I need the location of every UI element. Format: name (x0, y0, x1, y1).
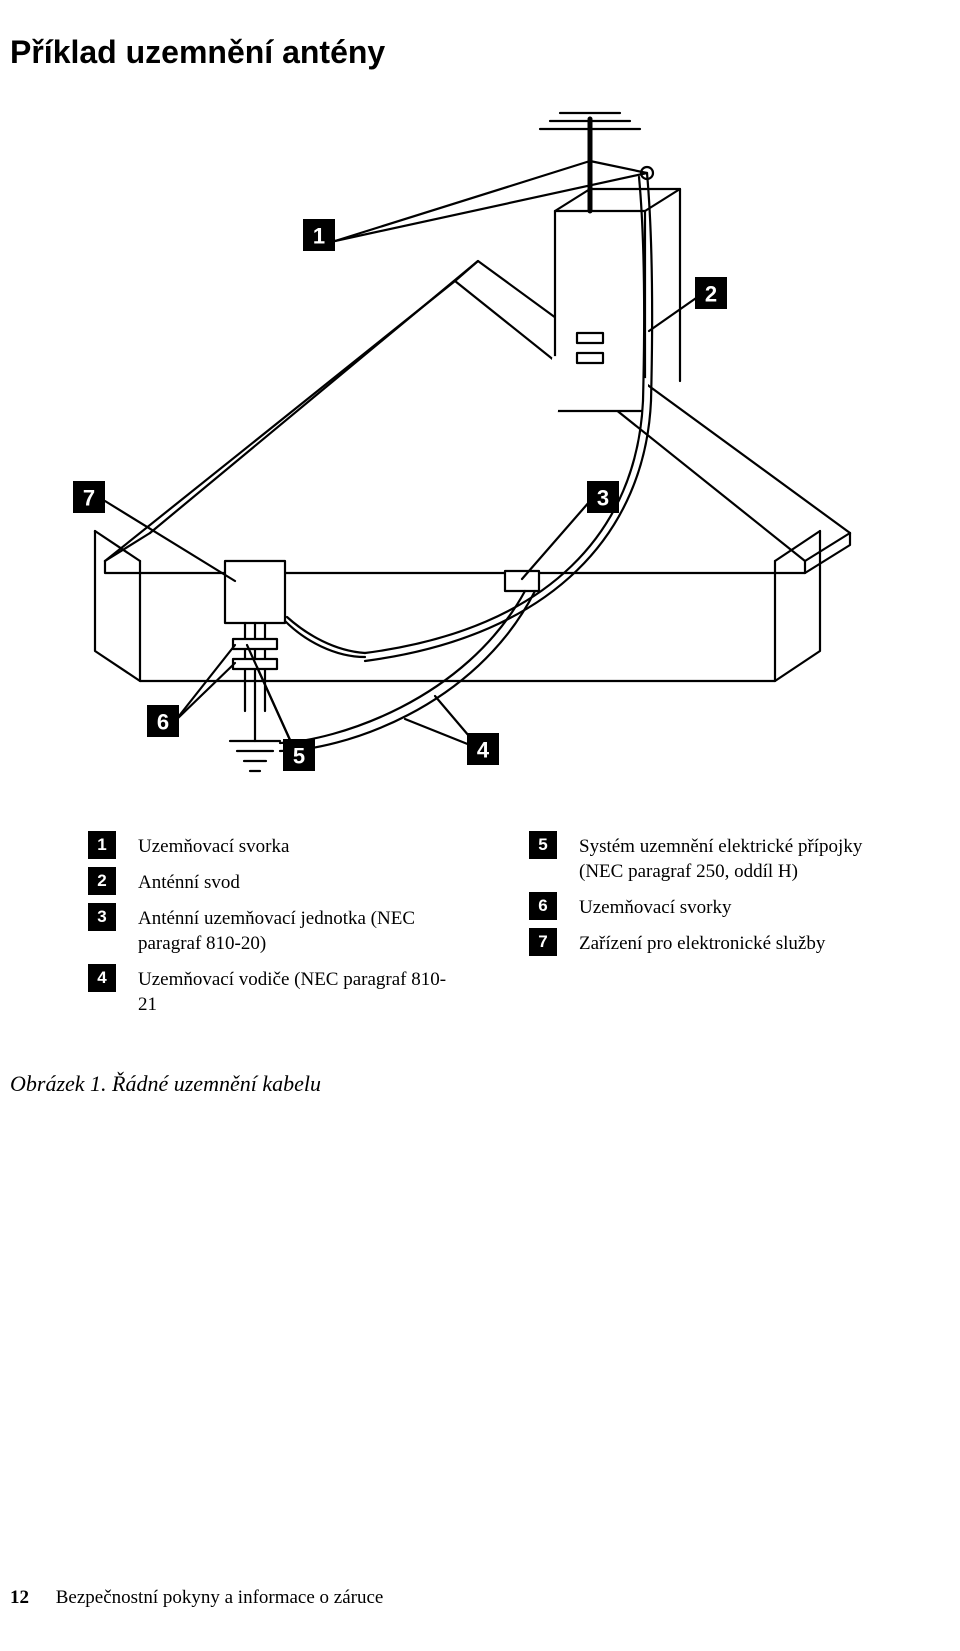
figure-caption: Obrázek 1. Řádné uzemnění kabelu (10, 1071, 900, 1097)
svg-text:5: 5 (293, 744, 305, 769)
legend-text: Uzemňovací svorka (138, 831, 289, 859)
legend-number: 4 (88, 964, 116, 992)
legend-number: 1 (88, 831, 116, 859)
svg-text:2: 2 (705, 282, 717, 307)
page-title: Příklad uzemnění antény (10, 34, 900, 71)
legend-item: 3 Anténní uzemňovací jednotka (NEC parag… (88, 903, 459, 956)
callout-3: 3 (587, 481, 619, 513)
legend-left-column: 1 Uzemňovací svorka 2 Anténní svod 3 Ant… (88, 831, 459, 1025)
callout-6: 6 (147, 705, 179, 737)
legend-text: Uzemňovací svorky (579, 892, 731, 920)
legend-right-column: 5 Systém uzemnění elektrické přípojky (N… (529, 831, 900, 1025)
document-page: Příklad uzemnění antény (0, 0, 960, 1651)
svg-text:4: 4 (477, 738, 490, 763)
legend-text: Anténní uzemňovací jednotka (NEC paragra… (138, 903, 459, 956)
svg-text:6: 6 (157, 710, 169, 735)
antenna-grounding-diagram: 1 2 3 4 5 6 7 (35, 101, 875, 801)
page-number: 12 (10, 1587, 29, 1608)
legend-number: 5 (529, 831, 557, 859)
callout-1: 1 (303, 219, 335, 251)
legend-item: 4 Uzemňovací vodiče (NEC paragraf 810-21 (88, 964, 459, 1017)
callout-2: 2 (695, 277, 727, 309)
page-footer: 12 Bezpečnostní pokyny a informace o zár… (10, 1587, 383, 1609)
legend-number: 7 (529, 928, 557, 956)
callout-4: 4 (467, 733, 499, 765)
legend: 1 Uzemňovací svorka 2 Anténní svod 3 Ant… (10, 831, 900, 1025)
callout-5: 5 (283, 739, 315, 771)
legend-item: 2 Anténní svod (88, 867, 459, 895)
legend-item: 5 Systém uzemnění elektrické přípojky (N… (529, 831, 900, 884)
legend-number: 3 (88, 903, 116, 931)
footer-text: Bezpečnostní pokyny a informace o záruce (56, 1587, 384, 1608)
svg-text:1: 1 (313, 224, 325, 249)
callout-7: 7 (73, 481, 105, 513)
legend-text: Zařízení pro elektronické služby (579, 928, 825, 956)
legend-item: 7 Zařízení pro elektronické služby (529, 928, 900, 956)
legend-number: 6 (529, 892, 557, 920)
diagram-svg: 1 2 3 4 5 6 7 (35, 101, 875, 801)
legend-number: 2 (88, 867, 116, 895)
legend-item: 6 Uzemňovací svorky (529, 892, 900, 920)
legend-text: Systém uzemnění elektrické přípojky (NEC… (579, 831, 900, 884)
legend-text: Uzemňovací vodiče (NEC paragraf 810-21 (138, 964, 459, 1017)
legend-text: Anténní svod (138, 867, 240, 895)
legend-item: 1 Uzemňovací svorka (88, 831, 459, 859)
svg-text:3: 3 (597, 486, 609, 511)
svg-text:7: 7 (83, 486, 95, 511)
